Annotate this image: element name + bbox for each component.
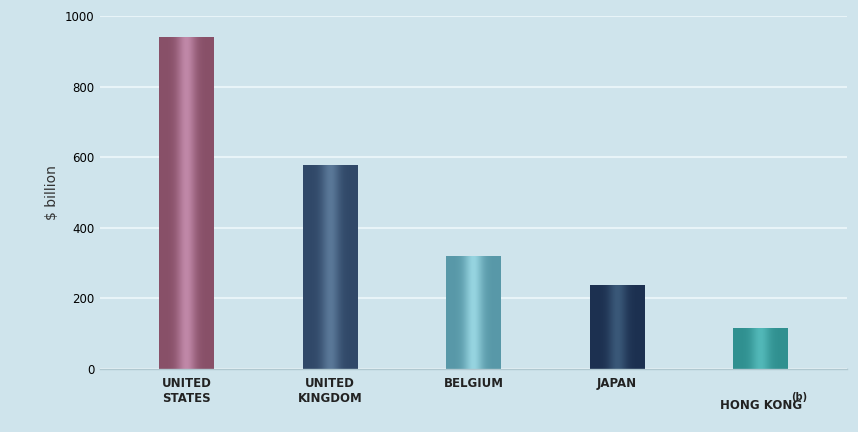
Text: HONG KONG: HONG KONG [720,399,801,412]
Text: (b): (b) [791,392,807,402]
Y-axis label: $ billion: $ billion [45,165,59,220]
